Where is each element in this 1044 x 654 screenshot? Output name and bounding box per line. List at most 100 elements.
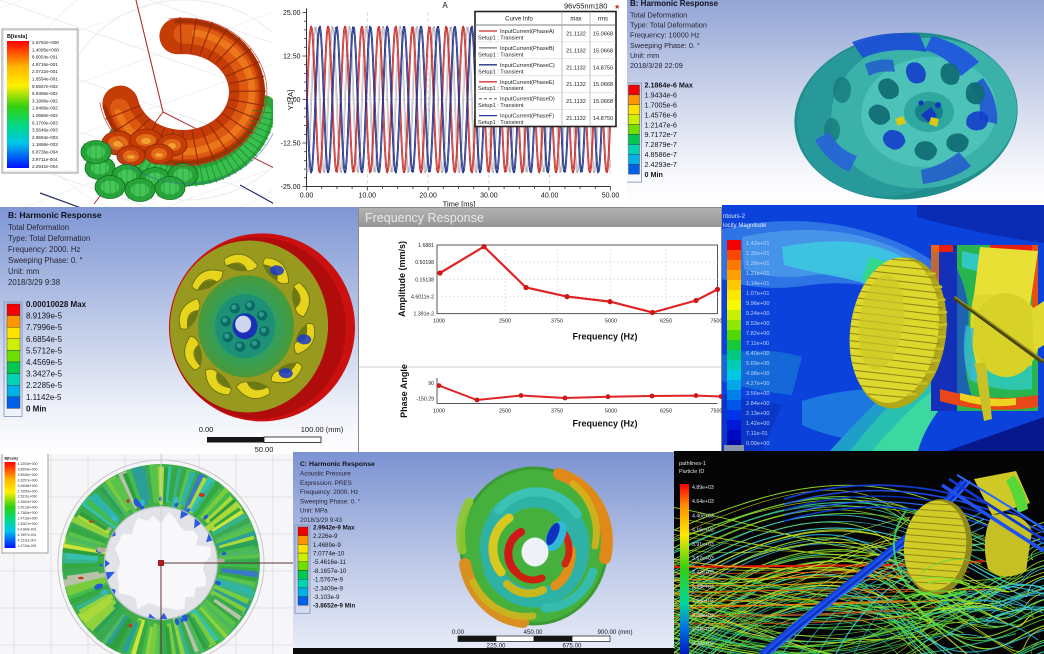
svg-text:2.9942e-9 Max: 2.9942e-9 Max xyxy=(313,524,355,531)
svg-text:5.5365e-002: 5.5365e-002 xyxy=(32,91,58,96)
svg-text:1.21e+01: 1.21e+01 xyxy=(746,271,770,277)
svg-text:Sweeping Phase: 0. °: Sweeping Phase: 0. ° xyxy=(630,41,700,50)
svg-text:Frequency: 10000 Hz: Frequency: 10000 Hz xyxy=(630,31,700,40)
svg-text:InputCurrent(PhaseC): InputCurrent(PhaseC) xyxy=(500,63,555,69)
svg-text:3.3257e+000: 3.3257e+000 xyxy=(18,478,38,482)
svg-text:Total Deformation: Total Deformation xyxy=(630,11,687,20)
svg-text:3750: 3750 xyxy=(551,319,563,325)
svg-text:21.1132: 21.1132 xyxy=(566,65,586,71)
svg-text:15.0668: 15.0668 xyxy=(593,82,613,88)
svg-text:21.1132: 21.1132 xyxy=(566,99,586,105)
svg-text:Phase Angle: Phase Angle xyxy=(399,364,409,418)
svg-text:-5.4616e-11: -5.4616e-11 xyxy=(313,559,346,566)
svg-text:2.69e+03: 2.69e+03 xyxy=(692,613,714,619)
svg-text:6.6854e-5: 6.6854e-5 xyxy=(26,335,63,344)
svg-text:20.00: 20.00 xyxy=(419,193,437,200)
svg-text:9.5567e-002: 9.5567e-002 xyxy=(32,84,58,89)
svg-text:0.15138: 0.15138 xyxy=(415,277,434,283)
svg-text:3.91e+03: 3.91e+03 xyxy=(692,542,714,548)
svg-text:3.67e+03: 3.67e+03 xyxy=(692,556,714,562)
svg-text:1.4689e-9: 1.4689e-9 xyxy=(313,542,341,549)
svg-text:10.00: 10.00 xyxy=(359,193,377,200)
svg-text:3.5646e-003: 3.5646e-003 xyxy=(32,128,58,133)
svg-text:Sweeping Phase: 0. °: Sweeping Phase: 0. ° xyxy=(8,256,83,265)
svg-text:4.1203e+000: 4.1203e+000 xyxy=(18,462,38,466)
svg-text:4.89e+03: 4.89e+03 xyxy=(692,485,714,491)
svg-text:max: max xyxy=(570,17,581,23)
svg-text:8.53e+00: 8.53e+00 xyxy=(746,321,770,327)
svg-text:Frequency: 2000. Hz: Frequency: 2000. Hz xyxy=(300,489,358,496)
svg-text:15.0668: 15.0668 xyxy=(593,48,613,54)
svg-text:7.2879e-7: 7.2879e-7 xyxy=(645,140,677,149)
svg-text:2.20e+03: 2.20e+03 xyxy=(692,641,714,647)
svg-text:Time [ms]: Time [ms] xyxy=(443,200,476,208)
svg-text:0 Min: 0 Min xyxy=(26,404,47,413)
svg-text:0.50198: 0.50198 xyxy=(415,260,434,266)
svg-text:6.1700e-003: 6.1700e-003 xyxy=(32,120,58,125)
svg-text:Unit: MPa: Unit: MPa xyxy=(300,508,328,515)
svg-text:InputCurrent(PhaseF): InputCurrent(PhaseF) xyxy=(500,114,554,120)
svg-text:2.0013e+000: 2.0013e+000 xyxy=(18,506,38,510)
svg-text:7500: 7500 xyxy=(711,319,723,325)
svg-text:Type: Total Deformation: Type: Total Deformation xyxy=(8,234,90,243)
svg-text:-3.103e-9: -3.103e-9 xyxy=(313,594,340,601)
svg-text:4.98e+00: 4.98e+00 xyxy=(746,371,770,377)
svg-text:1.42e+00: 1.42e+00 xyxy=(746,421,770,427)
svg-text:0.00: 0.00 xyxy=(452,629,465,636)
svg-text:Acoustic Pressure: Acoustic Pressure xyxy=(300,471,351,478)
svg-text:8.9139e-5: 8.9139e-5 xyxy=(26,312,63,321)
svg-text:4.9716e-001: 4.9716e-001 xyxy=(32,62,58,67)
svg-text:1.28e+01: 1.28e+01 xyxy=(746,261,770,267)
svg-text:1.4095e+000: 1.4095e+000 xyxy=(32,47,59,52)
svg-text:1.4576e-6: 1.4576e-6 xyxy=(645,110,677,119)
svg-text:3.42e+03: 3.42e+03 xyxy=(692,570,714,576)
svg-text:21.1132: 21.1132 xyxy=(566,32,586,38)
svg-text:0.00: 0.00 xyxy=(300,193,314,200)
svg-text:1.1896e-003: 1.1896e-003 xyxy=(32,142,58,147)
svg-text:2500: 2500 xyxy=(499,319,511,325)
svg-text:-3.8652e-9 Min: -3.8652e-9 Min xyxy=(313,603,356,610)
svg-text:3.18e+03: 3.18e+03 xyxy=(692,584,714,590)
svg-text:8.6054e-001: 8.6054e-001 xyxy=(32,55,58,60)
svg-text:★: ★ xyxy=(614,3,620,11)
svg-text:Frequency (Hz): Frequency (Hz) xyxy=(572,332,637,342)
svg-text:A: A xyxy=(442,1,448,10)
svg-text:7.11e+00: 7.11e+00 xyxy=(746,341,769,347)
svg-text:4.64e+03: 4.64e+03 xyxy=(692,499,714,505)
svg-text:6.8736e-004: 6.8736e-004 xyxy=(32,150,58,155)
svg-text:30.00: 30.00 xyxy=(480,193,498,200)
svg-text:Setup1 : Transient: Setup1 : Transient xyxy=(478,120,524,126)
svg-text:3.1996e-002: 3.1996e-002 xyxy=(32,98,58,103)
svg-text:ntours-2: ntours-2 xyxy=(723,214,746,220)
svg-text:0.00: 0.00 xyxy=(199,425,214,434)
svg-text:5.69e+00: 5.69e+00 xyxy=(746,361,770,367)
svg-text:Setup1 : Transient: Setup1 : Transient xyxy=(478,86,524,92)
svg-text:3.9711e-004: 3.9711e-004 xyxy=(32,157,58,162)
svg-text:7.82e+00: 7.82e+00 xyxy=(746,331,770,337)
svg-text:Type: Total Deformation: Type: Total Deformation xyxy=(630,21,707,30)
svg-text:50.00: 50.00 xyxy=(255,445,274,454)
svg-text:Frequency (Hz): Frequency (Hz) xyxy=(572,419,637,429)
svg-text:1.14e+01: 1.14e+01 xyxy=(746,281,770,287)
svg-text:-2.3409e-9: -2.3409e-9 xyxy=(313,585,343,592)
svg-text:Setup1 : Transient: Setup1 : Transient xyxy=(478,52,524,58)
svg-text:1.07e+01: 1.07e+01 xyxy=(746,291,770,297)
svg-text:1000: 1000 xyxy=(433,319,445,325)
svg-text:B[tesla]: B[tesla] xyxy=(5,457,18,461)
svg-text:Setup1 : Transient: Setup1 : Transient xyxy=(478,69,524,75)
svg-text:1.2147e-6: 1.2147e-6 xyxy=(645,120,677,129)
svg-text:15.0668: 15.0668 xyxy=(593,99,613,105)
svg-text:0.00e+00: 0.00e+00 xyxy=(746,441,770,447)
svg-text:2.7959e+000: 2.7959e+000 xyxy=(18,489,38,493)
svg-text:90: 90 xyxy=(428,381,434,387)
svg-text:4.16e+03: 4.16e+03 xyxy=(692,528,714,534)
svg-text:2.4293e-7: 2.4293e-7 xyxy=(645,160,677,169)
svg-text:InputCurrent(PhaseE): InputCurrent(PhaseE) xyxy=(500,80,555,86)
svg-text:Unit: mm: Unit: mm xyxy=(8,267,39,276)
svg-text:-12.50: -12.50 xyxy=(281,141,301,148)
svg-text:2018/3/29 9:43: 2018/3/29 9:43 xyxy=(300,517,343,524)
svg-text:Setup1 : Transient: Setup1 : Transient xyxy=(478,103,524,109)
svg-text:21.1132: 21.1132 xyxy=(566,82,586,88)
svg-text:1.35e+01: 1.35e+01 xyxy=(746,251,770,257)
svg-text:40.00: 40.00 xyxy=(541,193,559,200)
